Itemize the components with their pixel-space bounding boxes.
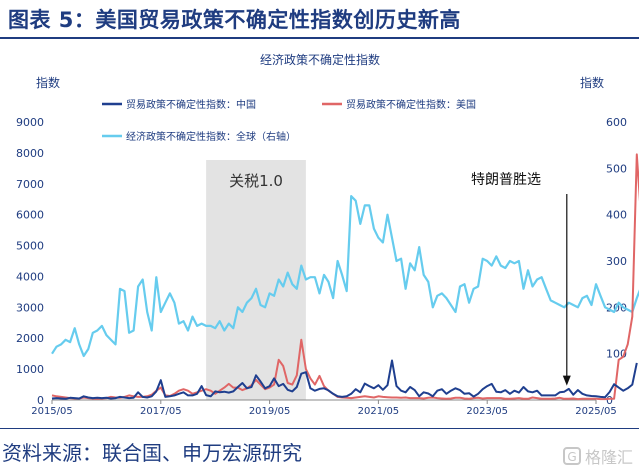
right-y-tick-label: 0 bbox=[606, 394, 613, 407]
left-y-tick-label: 8000 bbox=[16, 147, 44, 160]
source-divider bbox=[0, 428, 639, 429]
left-y-tick-label: 9000 bbox=[16, 116, 44, 129]
watermark-text: 格隆汇 bbox=[584, 448, 633, 467]
left-y-tick-label: 1000 bbox=[16, 363, 44, 376]
china-trade-uncertainty-line bbox=[51, 359, 638, 400]
left-y-tick-label: 7000 bbox=[16, 178, 44, 191]
title-bar: 图表 5：美国贸易政策不确定性指数创历史新高 bbox=[0, 0, 639, 39]
left-y-tick-label: 3000 bbox=[16, 301, 44, 314]
legend-label: 贸易政策不确定性指数：中国 bbox=[126, 98, 256, 111]
tariff-shaded-region bbox=[206, 160, 306, 400]
left-y-tick-label: 4000 bbox=[16, 270, 44, 283]
x-tick-label: 2023/05 bbox=[466, 406, 508, 417]
right-y-tick-label: 600 bbox=[606, 116, 627, 129]
right-axis-title: 指数 bbox=[580, 75, 604, 90]
global-policy-uncertainty-line bbox=[51, 195, 639, 358]
legend-label: 经济政策不确定性指数：全球（右轴） bbox=[126, 130, 296, 143]
left-y-tick-label: 0 bbox=[37, 394, 44, 407]
x-tick-label: 2019/05 bbox=[249, 406, 291, 417]
left-axis-title: 指数 bbox=[36, 75, 60, 90]
axis-layer: 0100020003000400050006000700080009000010… bbox=[16, 116, 627, 417]
watermark-logo-icon: G bbox=[562, 447, 581, 465]
trump-election-annotation: 特朗普胜选 bbox=[471, 172, 541, 188]
left-y-tick-label: 6000 bbox=[16, 209, 44, 222]
watermark: G 格隆汇 bbox=[562, 444, 633, 468]
x-tick-label: 2017/05 bbox=[140, 406, 182, 417]
x-tick-label: 2015/05 bbox=[31, 406, 73, 417]
tariff-region-label: 关税1.0 bbox=[229, 172, 283, 190]
right-y-tick-label: 400 bbox=[606, 209, 627, 222]
uncertainty-chart: 0100020003000400050006000700080009000010… bbox=[16, 52, 639, 417]
x-tick-label: 2021/05 bbox=[358, 406, 400, 417]
title-divider bbox=[0, 37, 639, 39]
us-trade-uncertainty-line bbox=[51, 153, 639, 401]
series-layer bbox=[51, 153, 639, 401]
x-tick-label: 2025/05 bbox=[575, 406, 617, 417]
right-y-tick-label: 300 bbox=[606, 255, 627, 268]
right-y-tick-label: 500 bbox=[606, 162, 627, 175]
chart-title: 经济政策不确定性指数 bbox=[260, 52, 380, 67]
legend-label: 贸易政策不确定性指数：美国 bbox=[346, 98, 476, 111]
left-y-tick-label: 5000 bbox=[16, 240, 44, 253]
left-y-tick-label: 2000 bbox=[16, 332, 44, 345]
shade-layer bbox=[206, 160, 306, 400]
source-note: 资料来源：联合国、申万宏源研究 bbox=[2, 441, 302, 465]
annotation-arrow-head bbox=[562, 375, 571, 386]
page-title: 图表 5：美国贸易政策不确定性指数创历史新高 bbox=[8, 8, 461, 32]
